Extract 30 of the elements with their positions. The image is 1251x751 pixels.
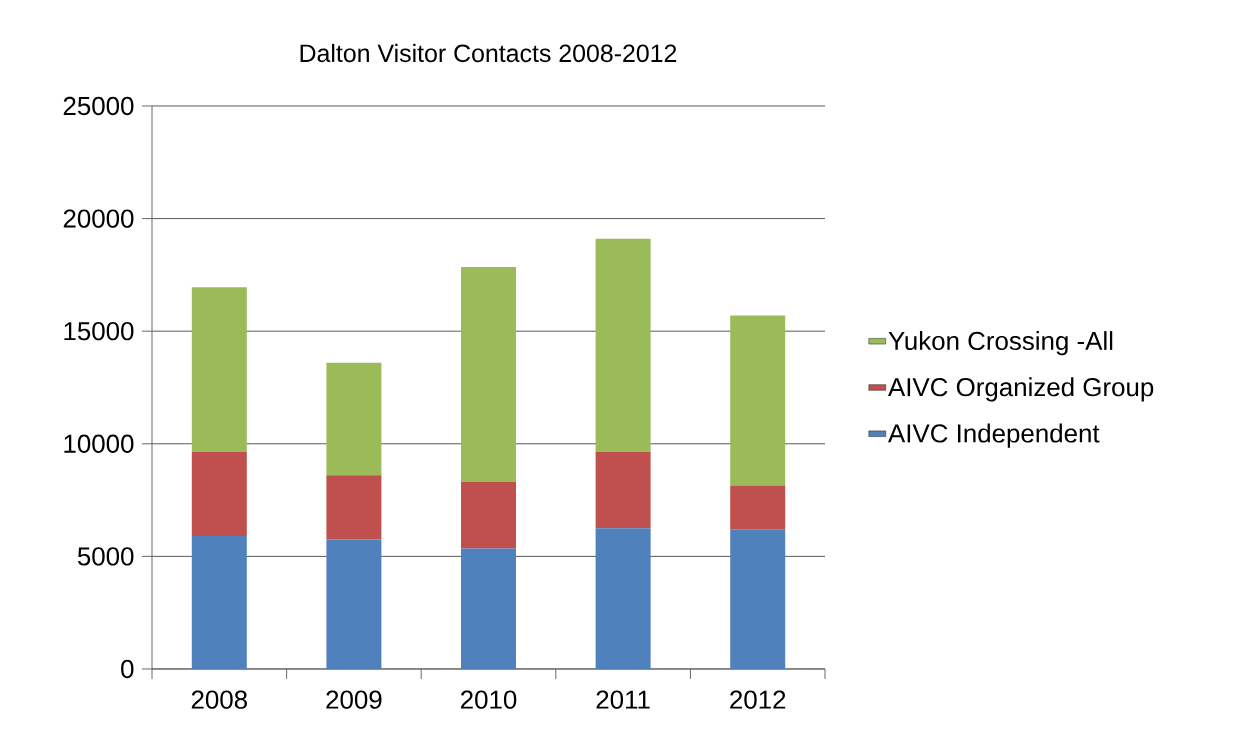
bar [595,238,651,452]
y-tick-label: 10000 [64,434,134,453]
bar [461,482,517,549]
x-tick-label: 2011 [596,690,650,709]
bar [326,475,382,540]
legend-label: AIVC Independent [888,423,1100,448]
bar [191,451,247,537]
x-tick-label: 2010 [460,690,517,709]
bar [595,528,651,669]
chart-title: Dalton Visitor Contacts 2008-2012 [300,43,677,63]
bar [730,485,786,530]
y-tick-label: 25000 [63,96,134,116]
y-tick-label: 20000 [63,209,134,228]
bar [191,287,247,452]
bar [191,536,247,669]
bar [595,451,651,529]
y-tick-label: 5000 [77,547,134,566]
bar [326,539,382,669]
x-tick-label: 2008 [191,690,247,709]
y-tick-label: 15000 [64,322,134,341]
bar [461,267,517,483]
x-tick-label: 2012 [730,690,786,709]
y-tick-label: 0 [121,659,134,679]
legend-label: AIVC Organized Group [888,377,1154,402]
bar [730,529,786,669]
x-tick-label: 2009 [326,690,382,709]
bar [326,362,382,476]
bar [461,548,517,669]
bar [730,315,786,486]
legend-label: Yukon Crossing -All [888,331,1113,356]
